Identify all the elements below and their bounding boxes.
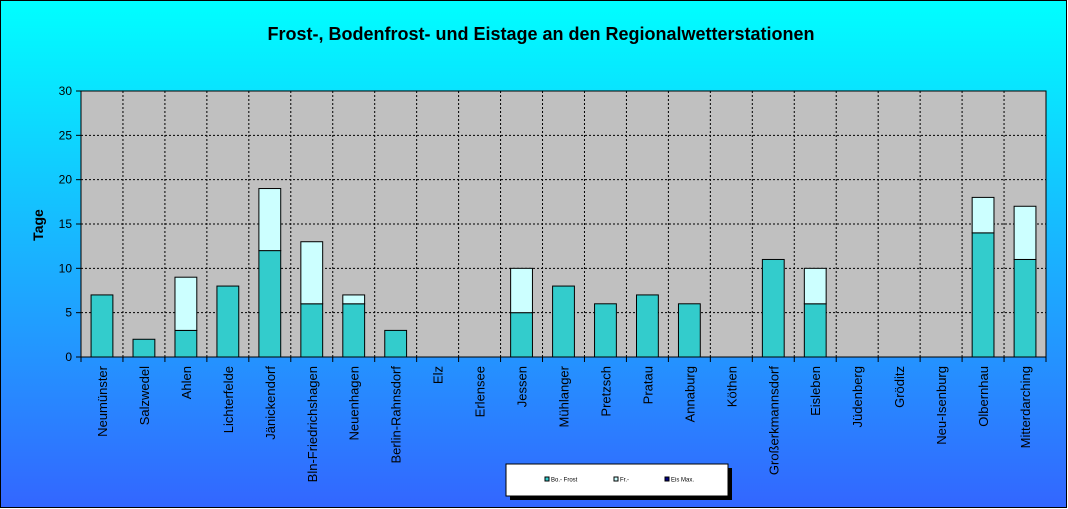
x-category-label: Bln-Friedrichshagen: [305, 366, 320, 482]
bar-segment: [258, 188, 282, 252]
x-category-label: Neumünster: [95, 365, 110, 436]
x-category-label: Lichterfelde: [221, 366, 236, 433]
bar-segment: [677, 303, 701, 358]
x-category-label: Pratau: [640, 366, 655, 404]
bar-segment: [636, 294, 659, 358]
x-category-label: Gröditz: [892, 366, 907, 408]
x-category-label: Elz: [431, 366, 446, 384]
y-tick-label: 5: [65, 306, 72, 320]
x-category-label: Mitterdarching: [1018, 366, 1033, 448]
bar-segment: [258, 250, 282, 358]
x-category-label: Jessen: [515, 366, 530, 407]
bar-segment: [342, 294, 366, 305]
grid: [81, 91, 1046, 357]
chart-title: Frost-, Bodenfrost- und Eistage an den R…: [267, 24, 814, 44]
bar-segment: [803, 267, 827, 305]
x-category-labels: Neumünster Salzwedel Ahlen Lichterfelde Jäni…: [95, 365, 1033, 482]
bar-segment: [216, 285, 240, 358]
x-category-label: Eisleben: [808, 366, 823, 416]
bar-segment: [132, 338, 156, 358]
x-category-label: Neuenhagen: [347, 366, 362, 440]
x-category-label: Neu-Isenburg: [934, 366, 949, 445]
bar-segment: [1013, 258, 1037, 358]
legend-label: Eis Max.: [671, 478, 694, 484]
bar-segment: [174, 276, 198, 331]
y-tick-label: 0: [65, 350, 72, 364]
bar-segment: [510, 312, 533, 358]
y-tick-label: 30: [59, 84, 73, 98]
legend: Bo.- Frost Fr.- Eis Max.: [505, 463, 732, 500]
bar-segment: [90, 294, 114, 358]
x-category-label: Ahlen: [179, 366, 194, 399]
bar-segment: [971, 196, 995, 234]
bar-segment: [510, 267, 533, 314]
bar-segment: [300, 241, 324, 305]
x-category-label: Olbernhau: [976, 366, 991, 427]
bar-segment: [174, 329, 198, 358]
y-tick-label: 15: [59, 217, 73, 231]
x-category-label: Großerkmannsdorf: [766, 366, 781, 475]
y-axis-label: Tage: [30, 209, 46, 241]
x-category-label: Jüdenberg: [850, 366, 865, 427]
axes: [76, 90, 1047, 362]
y-tick-labels: 0 5 10 15 20 25 30: [59, 84, 73, 364]
bar-segment: [761, 258, 785, 358]
legend-label: Bo.- Frost: [551, 478, 578, 484]
x-category-label: Erlensee: [473, 366, 488, 417]
bar-segment: [971, 232, 995, 358]
bar-segment: [384, 329, 408, 358]
legend-swatch: [664, 476, 670, 482]
y-tick-label: 10: [59, 261, 73, 275]
bar-segment: [594, 303, 617, 358]
x-category-label: Salzwedel: [137, 366, 152, 425]
x-category-label: Pretzsch: [598, 366, 613, 417]
x-category-label: Mühlanger: [557, 365, 572, 427]
bars: [90, 188, 1037, 358]
y-tick-label: 25: [59, 128, 73, 142]
x-category-label: Jänickendorf: [263, 366, 278, 440]
y-tick-label: 20: [59, 173, 73, 187]
legend-swatch: [613, 476, 619, 482]
bar-segment: [552, 285, 575, 358]
bar-segment: [342, 303, 366, 358]
bar-segment: [803, 303, 827, 358]
legend-swatch: [544, 476, 550, 482]
bar-segment: [1013, 205, 1037, 260]
x-category-label: Berlin-Rahnsdorf: [389, 366, 404, 464]
legend-label: Fr.-: [620, 478, 629, 484]
x-category-label: Annaburg: [682, 366, 697, 422]
bar-segment: [300, 303, 324, 358]
x-category-label: Köthen: [724, 366, 739, 407]
